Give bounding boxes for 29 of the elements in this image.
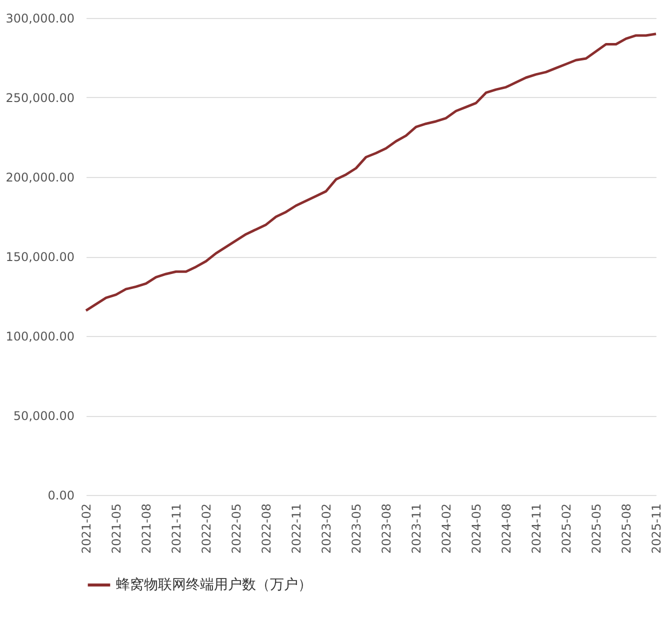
x-tick-label: 2021-02 [80,504,94,554]
x-tick-label: 2025-02 [560,504,574,554]
x-tick-label: 2023-02 [320,504,334,554]
y-tick-label: 300,000.00 [6,12,74,26]
x-tick-label: 2025-05 [590,504,604,554]
line-series [84,32,658,312]
x-tick-label: 2022-02 [200,504,214,554]
x-tick-label: 2022-11 [290,504,304,554]
x-tick-label: 2023-05 [350,504,364,554]
x-tick-label: 2024-05 [470,504,484,554]
x-tick-label: 2024-08 [500,504,514,554]
x-tick-label: 2024-11 [530,504,544,554]
x-tick-label: 2023-11 [410,504,424,554]
x-tick-label: 2025-11 [650,504,664,554]
y-tick-label: 50,000.00 [13,409,74,423]
y-tick-label: 250,000.00 [6,91,74,105]
x-tick-label: 2025-08 [620,504,634,554]
y-tick-label: 100,000.00 [6,330,74,344]
x-tick-label: 2022-08 [260,504,274,554]
x-tick-label: 2021-05 [110,504,124,554]
x-tick-label: 2023-08 [380,504,394,554]
y-tick-label: 0.00 [48,488,74,502]
x-tick-label: 2021-08 [140,504,154,554]
x-tick-label: 2021-11 [170,504,184,554]
y-tick-label: 200,000.00 [6,170,74,184]
legend-label: 蜂窝物联网终端用户数（万户） [116,577,312,593]
x-tick-label: 2024-02 [440,504,454,554]
x-tick-label: 2022-05 [230,504,244,554]
y-tick-label: 150,000.00 [6,250,74,264]
